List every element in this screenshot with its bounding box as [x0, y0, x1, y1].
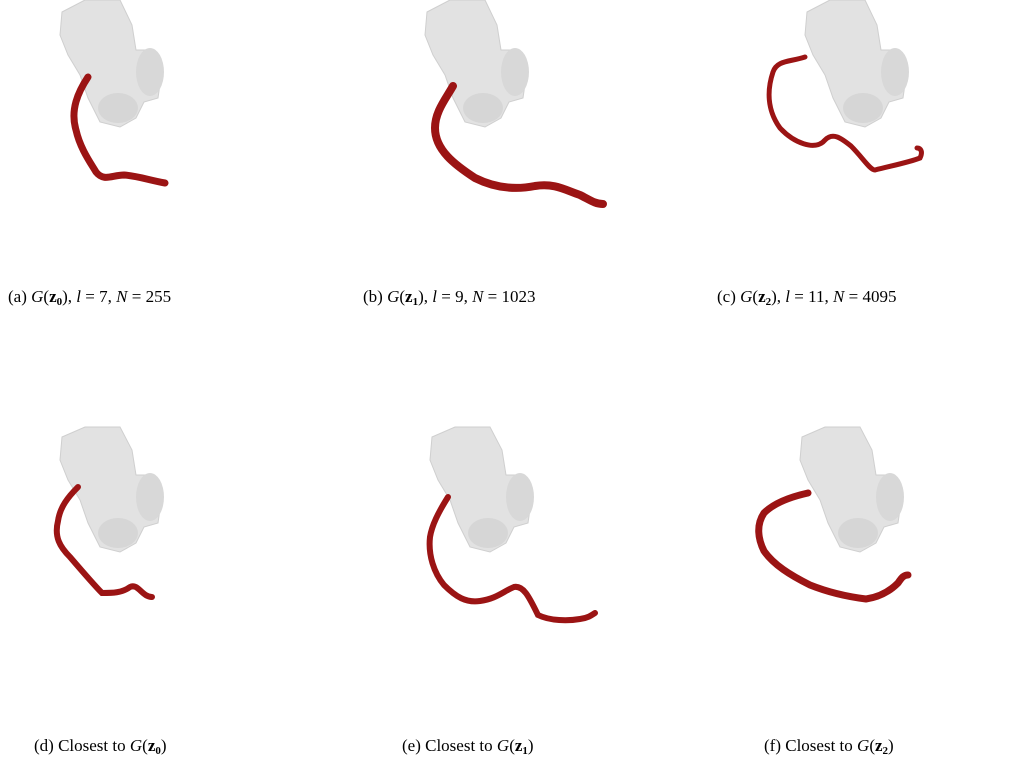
render-b	[424, 0, 607, 208]
caption-c: (c) G(z2), l = 11, N = 4095	[717, 287, 897, 308]
render-c	[766, 0, 924, 173]
organ-shape	[424, 0, 529, 128]
caption-b: (b) G(z1), l = 9, N = 1023	[363, 287, 536, 308]
caption-label: (b)	[363, 287, 383, 306]
caption-d: (d) Closest to G(z0)	[34, 736, 167, 757]
render-f	[755, 426, 912, 603]
vessel-curve	[755, 489, 912, 603]
render-e	[426, 426, 598, 624]
caption-label: (d)	[34, 736, 54, 755]
caption-label: (c)	[717, 287, 736, 306]
caption-label: (a)	[8, 287, 27, 306]
organ-shape	[799, 426, 904, 553]
caption-label: (e)	[402, 736, 421, 755]
organ-shape	[429, 426, 534, 553]
caption-f: (f) Closest to G(z2)	[764, 736, 894, 757]
caption-e: (e) Closest to G(z1)	[402, 736, 534, 757]
organ-shape	[59, 0, 164, 128]
render-d	[53, 426, 164, 600]
vessel-curve	[430, 82, 607, 208]
render-a	[59, 0, 169, 187]
organ-shape	[804, 0, 909, 128]
caption-label: (f)	[764, 736, 781, 755]
vessel-curve	[426, 494, 598, 624]
vessel-curve	[70, 73, 169, 187]
vessel-curve	[53, 484, 155, 600]
caption-a: (a) G(z0), l = 7, N = 255	[8, 287, 172, 308]
vessel-curve	[766, 54, 924, 173]
organ-shape	[59, 426, 164, 553]
